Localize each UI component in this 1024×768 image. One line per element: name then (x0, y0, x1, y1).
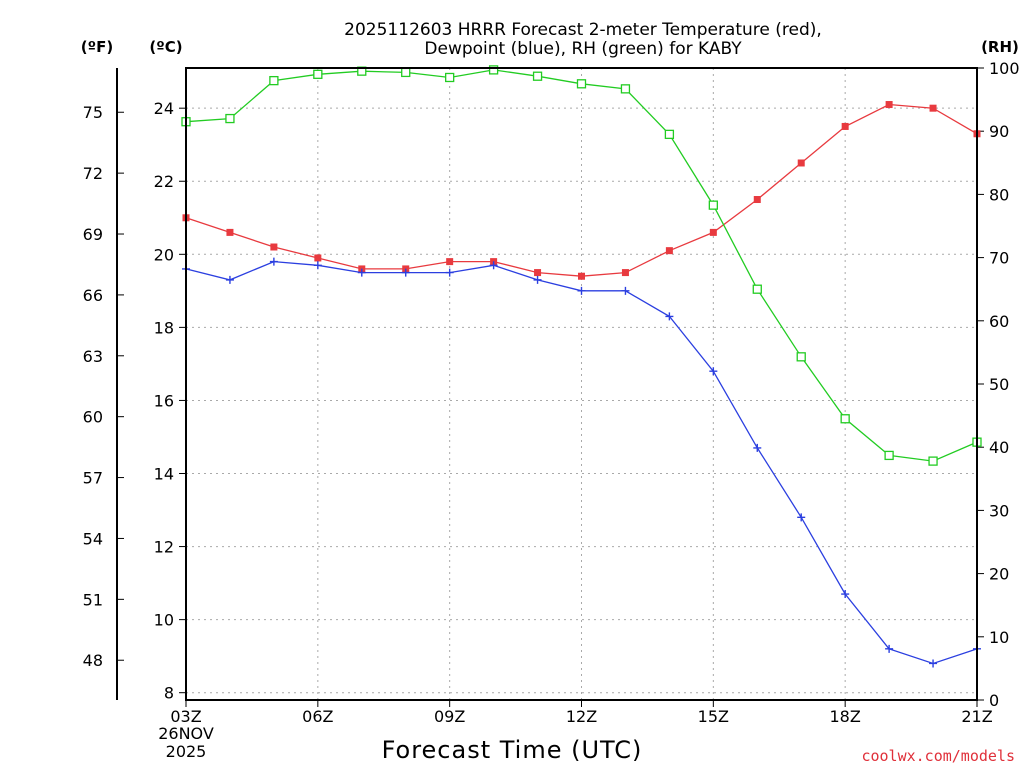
date-label-day: 26NOV (158, 724, 214, 743)
temperature-point (578, 272, 585, 280)
temperature-point (929, 104, 937, 112)
dewpoint-point (357, 268, 366, 277)
temperature-point (885, 101, 893, 109)
temperature-point (709, 228, 717, 236)
celsius-tick-label: 20 (154, 245, 174, 264)
rh-tick-label: 100 (989, 59, 1020, 78)
temperature-point (797, 159, 805, 167)
temperature-point (621, 269, 629, 277)
rh-point (708, 200, 718, 210)
dewpoint-point (709, 367, 718, 376)
fahrenheit-tick-label: 75 (83, 103, 103, 122)
date-label-year: 2025 (166, 742, 207, 761)
celsius-tick-label: 18 (154, 318, 174, 337)
celsius-tick-label: 22 (154, 172, 174, 191)
rh-tick-label: 70 (989, 249, 1009, 268)
rh-tick-label: 10 (989, 628, 1009, 647)
dewpoint-point (753, 443, 762, 452)
x-axis-title: Forecast Time (UTC) (382, 736, 643, 764)
temperature-point (226, 228, 234, 236)
celsius-tick-label: 24 (154, 99, 174, 118)
axes: 8 10 12 14 16 18 20 22 24 48 51 54 57 60 63 66 69 72 75 0 10… (83, 59, 1020, 726)
fahrenheit-tick-label: 66 (83, 286, 103, 305)
credit-link[interactable]: coolwx.com/models (861, 747, 1015, 765)
fahrenheit-tick-label: 60 (83, 408, 103, 427)
dewpoint-point (841, 590, 850, 599)
rh-point (488, 65, 499, 75)
rh-point (796, 352, 806, 362)
temperature-point (270, 243, 278, 251)
rh-point (928, 456, 938, 466)
fahrenheit-tick-label: 51 (83, 590, 103, 609)
fahrenheit-tick-label: 63 (83, 347, 103, 366)
fahrenheit-tick-label: 72 (83, 164, 103, 183)
dewpoint-point (665, 312, 674, 321)
x-tick-label: 18Z (830, 707, 861, 726)
celsius-tick-label: 14 (154, 465, 174, 484)
dewpoint-point (621, 286, 630, 295)
temperature-point (446, 258, 454, 266)
temperature-point (314, 254, 322, 262)
rh-tick-label: 0 (989, 691, 999, 710)
rh-tick-label: 40 (989, 438, 1009, 457)
x-tick-label: 21Z (961, 707, 992, 726)
rh-tick-label: 50 (989, 375, 1009, 394)
celsius-tick-label: 12 (154, 538, 174, 557)
fahrenheit-tick-label: 69 (83, 225, 103, 244)
celsius-unit-label: (ºC) (149, 38, 182, 56)
temperature-line (185, 103, 978, 277)
x-tick-label: 03Z (170, 707, 201, 726)
plot-frame (185, 67, 978, 701)
temperature-point (841, 122, 849, 130)
rh-point (620, 84, 631, 94)
celsius-tick-label: 16 (154, 391, 174, 410)
rh-tick-label: 30 (989, 501, 1009, 520)
dewpoint-point (225, 275, 234, 284)
x-tick-label: 09Z (434, 707, 465, 726)
data-series (181, 65, 982, 668)
rh-point (752, 284, 762, 294)
dewpoint-point (401, 268, 410, 277)
rh-point (664, 129, 675, 140)
celsius-tick-label: 8 (164, 684, 174, 703)
dewpoint-point (533, 275, 542, 284)
rh-tick-label: 80 (989, 185, 1009, 204)
rh-point (269, 75, 279, 86)
rh-point (445, 72, 455, 83)
rh-point (532, 71, 543, 81)
dewpoint-point (445, 268, 454, 277)
rh-tick-label: 90 (989, 122, 1009, 141)
rh-point (401, 67, 411, 78)
rh-point (576, 79, 587, 89)
fahrenheit-tick-label: 48 (83, 651, 103, 670)
rh-tick-label: 60 (989, 312, 1009, 331)
temperature-point (665, 247, 673, 255)
rh-point (884, 450, 894, 461)
rh-unit-label: (RH) (981, 38, 1019, 56)
temperature-point (534, 269, 542, 277)
grid-lines (186, 68, 977, 700)
dewpoint-point (269, 257, 278, 266)
x-tick-label: 06Z (302, 707, 333, 726)
dewpoint-point (929, 659, 938, 668)
rh-tick-label: 20 (989, 565, 1009, 584)
dewpoint-point (797, 513, 806, 522)
dewpoint-point (489, 261, 498, 270)
fahrenheit-tick-label: 57 (83, 469, 103, 488)
rh-point (840, 414, 850, 424)
temperature-point (753, 196, 761, 204)
x-tick-label: 12Z (566, 707, 597, 726)
fahrenheit-unit-label: (ºF) (81, 38, 113, 56)
dewpoint-point (313, 261, 322, 270)
chart-title-line2: Dewpoint (blue), RH (green) for KABY (424, 39, 742, 59)
x-tick-label: 15Z (698, 707, 729, 726)
celsius-tick-label: 10 (154, 611, 174, 630)
rh-point (313, 69, 323, 79)
dewpoint-point (885, 644, 894, 653)
chart-title-line1: 2025112603 HRRR Forecast 2-meter Tempera… (344, 20, 822, 40)
dewpoint-point (577, 286, 586, 295)
rh-point (225, 113, 235, 124)
fahrenheit-tick-label: 54 (83, 529, 103, 548)
